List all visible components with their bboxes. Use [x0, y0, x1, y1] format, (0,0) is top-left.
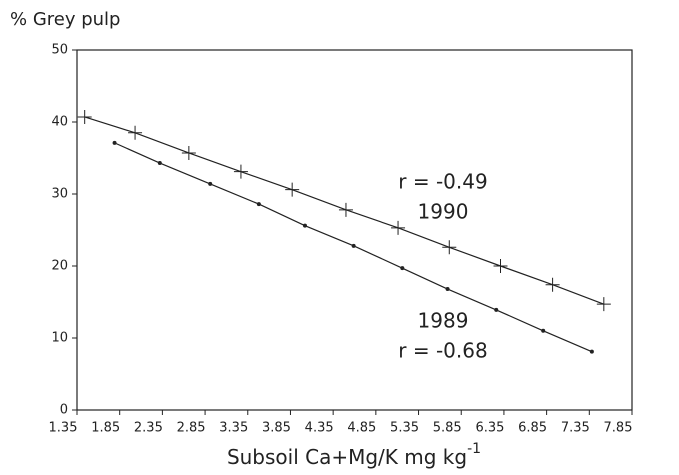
x-tick-label: 1.85 — [91, 421, 120, 436]
x-tick-label: 5.85 — [433, 421, 462, 436]
point-marker — [442, 240, 457, 255]
point-marker — [302, 223, 307, 228]
point-marker — [233, 164, 248, 179]
point-marker — [128, 125, 143, 140]
point-marker — [445, 287, 450, 292]
y-tick-label: 0 — [60, 403, 68, 418]
point-marker — [338, 202, 353, 217]
point-marker — [541, 328, 546, 333]
x-axis-title-text: Subsoil Ca+Mg/K mg kg — [227, 445, 467, 469]
x-tick-label: 6.85 — [518, 421, 547, 436]
annotation: r = -0.68 — [398, 339, 487, 363]
x-tick-label: 1.35 — [49, 421, 78, 436]
point-marker — [285, 182, 300, 197]
y-tick-label: 30 — [51, 187, 68, 202]
annotation: r = -0.49 — [398, 170, 487, 194]
x-tick-label: 4.35 — [305, 421, 334, 436]
x-axis-title: Subsoil Ca+Mg/K mg kg-1 — [227, 441, 481, 469]
point-marker — [589, 349, 594, 354]
y-tick-label: 20 — [51, 259, 68, 274]
point-marker — [256, 202, 261, 207]
y-axis-title: % Grey pulp — [10, 9, 121, 30]
x-tick-label: 7.85 — [604, 421, 633, 436]
point-marker — [545, 277, 560, 292]
point-marker — [596, 297, 611, 312]
series-label: 1989 — [418, 309, 469, 333]
series-line — [84, 116, 605, 305]
y-tick-label: 40 — [51, 115, 68, 130]
x-tick-label: 6.35 — [475, 421, 504, 436]
point-marker — [493, 259, 508, 273]
point-marker — [208, 181, 213, 186]
point-marker — [400, 266, 405, 271]
x-tick-label: 4.85 — [347, 421, 376, 436]
point-marker — [77, 109, 92, 124]
x-tick-label: 3.85 — [262, 421, 291, 436]
y-tick-label: 10 — [51, 331, 68, 346]
x-tick-label: 3.35 — [219, 421, 248, 436]
point-marker — [494, 307, 499, 312]
x-tick-label: 5.35 — [390, 421, 419, 436]
point-marker — [181, 145, 196, 160]
x-tick-label: 2.35 — [134, 421, 163, 436]
point-marker — [157, 161, 162, 166]
x-axis-title-superscript: -1 — [467, 441, 481, 457]
point-marker — [351, 243, 356, 248]
point-marker — [112, 140, 117, 145]
plot-frame — [76, 49, 633, 411]
series-label: 1990 — [418, 200, 469, 224]
x-tick-label: 2.85 — [177, 421, 206, 436]
point-marker — [391, 220, 406, 235]
x-tick-label: 7.35 — [561, 421, 590, 436]
y-tick-label: 50 — [51, 43, 68, 58]
